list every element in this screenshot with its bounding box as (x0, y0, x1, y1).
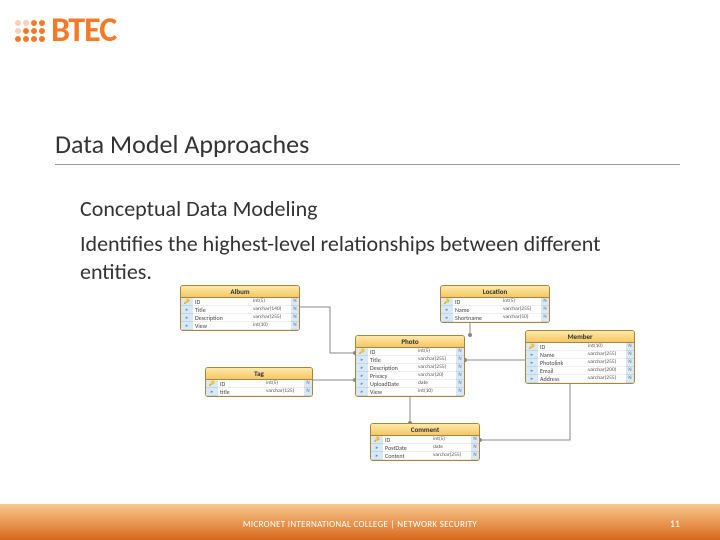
logo-text: BTEC (51, 10, 116, 51)
field-icon: ▸ (356, 356, 368, 364)
field-row: Addressvarchar(255) (538, 375, 626, 383)
nullable-icon: N (456, 356, 464, 364)
field-icon: ▸ (526, 359, 538, 367)
field-icon: ▸ (181, 314, 193, 322)
nullable-icon: N (626, 359, 634, 367)
nullable-icon: N (291, 314, 299, 322)
body-text: Identifies the highest-level relationshi… (80, 230, 670, 285)
edge-album-photo (300, 307, 355, 353)
field-row: Descriptionvarchar(255) (193, 314, 291, 322)
field-icon: ▸ (441, 314, 453, 322)
footer-text: MICRONET INTERNATIONAL COLLEGE | NETWORK… (0, 519, 720, 530)
subtitle: Conceptual Data Modeling (80, 195, 318, 222)
field-row: IDint(5) (368, 348, 456, 356)
field-row: PostDatedate (383, 444, 471, 452)
nullable-icon: N (291, 306, 299, 314)
field-row: IDint(5) (383, 436, 471, 444)
field-icon: ▸ (356, 372, 368, 380)
nullable-icon: N (626, 343, 634, 351)
field-icon: ▸ (526, 375, 538, 383)
entity-comment: Comment🔑▸▸IDint(5)PostDatedateContentvar… (370, 423, 480, 461)
entity-member: Member🔑▸▸▸▸IDint(10)Namevarchar(255)Phot… (525, 330, 635, 384)
entity-header: Location (441, 286, 549, 298)
nullable-icon: N (541, 314, 549, 322)
nullable-icon: N (456, 348, 464, 356)
field-row: titlevarchar(125) (218, 388, 304, 396)
field-row: Descriptionvarchar(255) (368, 364, 456, 372)
field-icon: ▸ (526, 367, 538, 375)
footer-bar: MICRONET INTERNATIONAL COLLEGE | NETWORK… (0, 504, 720, 540)
nullable-icon: N (304, 388, 312, 396)
entity-header: Tag (206, 368, 312, 380)
nullable-icon: N (291, 322, 299, 330)
entity-photo: Photo🔑▸▸▸▸▸IDint(5)Titlevarchar(255)Desc… (355, 335, 465, 397)
field-row: Privacyvarchar(20) (368, 372, 456, 380)
field-row: Titlevarchar(140) (193, 306, 291, 314)
field-icon: ▸ (181, 306, 193, 314)
key-icon: 🔑 (441, 298, 453, 306)
page-title: Data Model Approaches (55, 128, 680, 165)
nullable-icon: N (541, 298, 549, 306)
edge-member-comment (480, 383, 570, 440)
key-icon: 🔑 (526, 343, 538, 351)
nullable-icon: N (291, 298, 299, 306)
nullable-icon: N (541, 306, 549, 314)
field-icon: ▸ (526, 351, 538, 359)
nullable-icon: N (304, 380, 312, 388)
field-icon: ▸ (371, 452, 383, 460)
field-row: UploadDatedate (368, 380, 456, 388)
field-row: Viewint(10) (193, 322, 291, 330)
nullable-icon: N (456, 372, 464, 380)
field-icon: ▸ (356, 388, 368, 396)
entity-location: Location🔑▸▸IDint(5)Namevarchar(255)Short… (440, 285, 550, 323)
field-row: Titlevarchar(255) (368, 356, 456, 364)
nullable-icon: N (626, 375, 634, 383)
nullable-icon: N (456, 364, 464, 372)
field-row: Emailvarchar(200) (538, 367, 626, 375)
entity-header: Comment (371, 424, 479, 436)
nullable-icon: N (456, 380, 464, 388)
field-row: Photolinkvarchar(255) (538, 359, 626, 367)
field-row: IDint(5) (218, 380, 304, 388)
nullable-icon: N (456, 388, 464, 396)
nullable-icon: N (471, 444, 479, 452)
logo: BTEC (15, 10, 116, 51)
field-row: Shortnamevarchar(50) (453, 314, 541, 322)
key-icon: 🔑 (356, 348, 368, 356)
field-row: IDint(10) (538, 343, 626, 351)
field-icon: ▸ (371, 444, 383, 452)
field-icon: ▸ (356, 364, 368, 372)
logo-dots-icon (15, 20, 45, 42)
page-number: 11 (670, 517, 680, 530)
nullable-icon: N (626, 367, 634, 375)
field-row: IDint(5) (453, 298, 541, 306)
entity-album: Album🔑▸▸▸IDint(5)Titlevarchar(140)Descri… (180, 285, 300, 331)
entity-header: Photo (356, 336, 464, 348)
field-row: Namevarchar(255) (453, 306, 541, 314)
entity-tag: Tag🔑▸IDint(5)titlevarchar(125)NN (205, 367, 313, 397)
field-row: Viewint(10) (368, 388, 456, 396)
field-row: Contentvarchar(255) (383, 452, 471, 460)
field-row: Namevarchar(255) (538, 351, 626, 359)
field-icon: ▸ (356, 380, 368, 388)
er-diagram: Album🔑▸▸▸IDint(5)Titlevarchar(140)Descri… (170, 285, 640, 470)
nullable-icon: N (471, 452, 479, 460)
entity-header: Member (526, 331, 634, 343)
key-icon: 🔑 (371, 436, 383, 444)
nullable-icon: N (471, 436, 479, 444)
field-icon: ▸ (206, 388, 218, 396)
key-icon: 🔑 (181, 298, 193, 306)
field-icon: ▸ (181, 322, 193, 330)
field-row: IDint(5) (193, 298, 291, 306)
key-icon: 🔑 (206, 380, 218, 388)
field-icon: ▸ (441, 306, 453, 314)
entity-header: Album (181, 286, 299, 298)
nullable-icon: N (626, 351, 634, 359)
